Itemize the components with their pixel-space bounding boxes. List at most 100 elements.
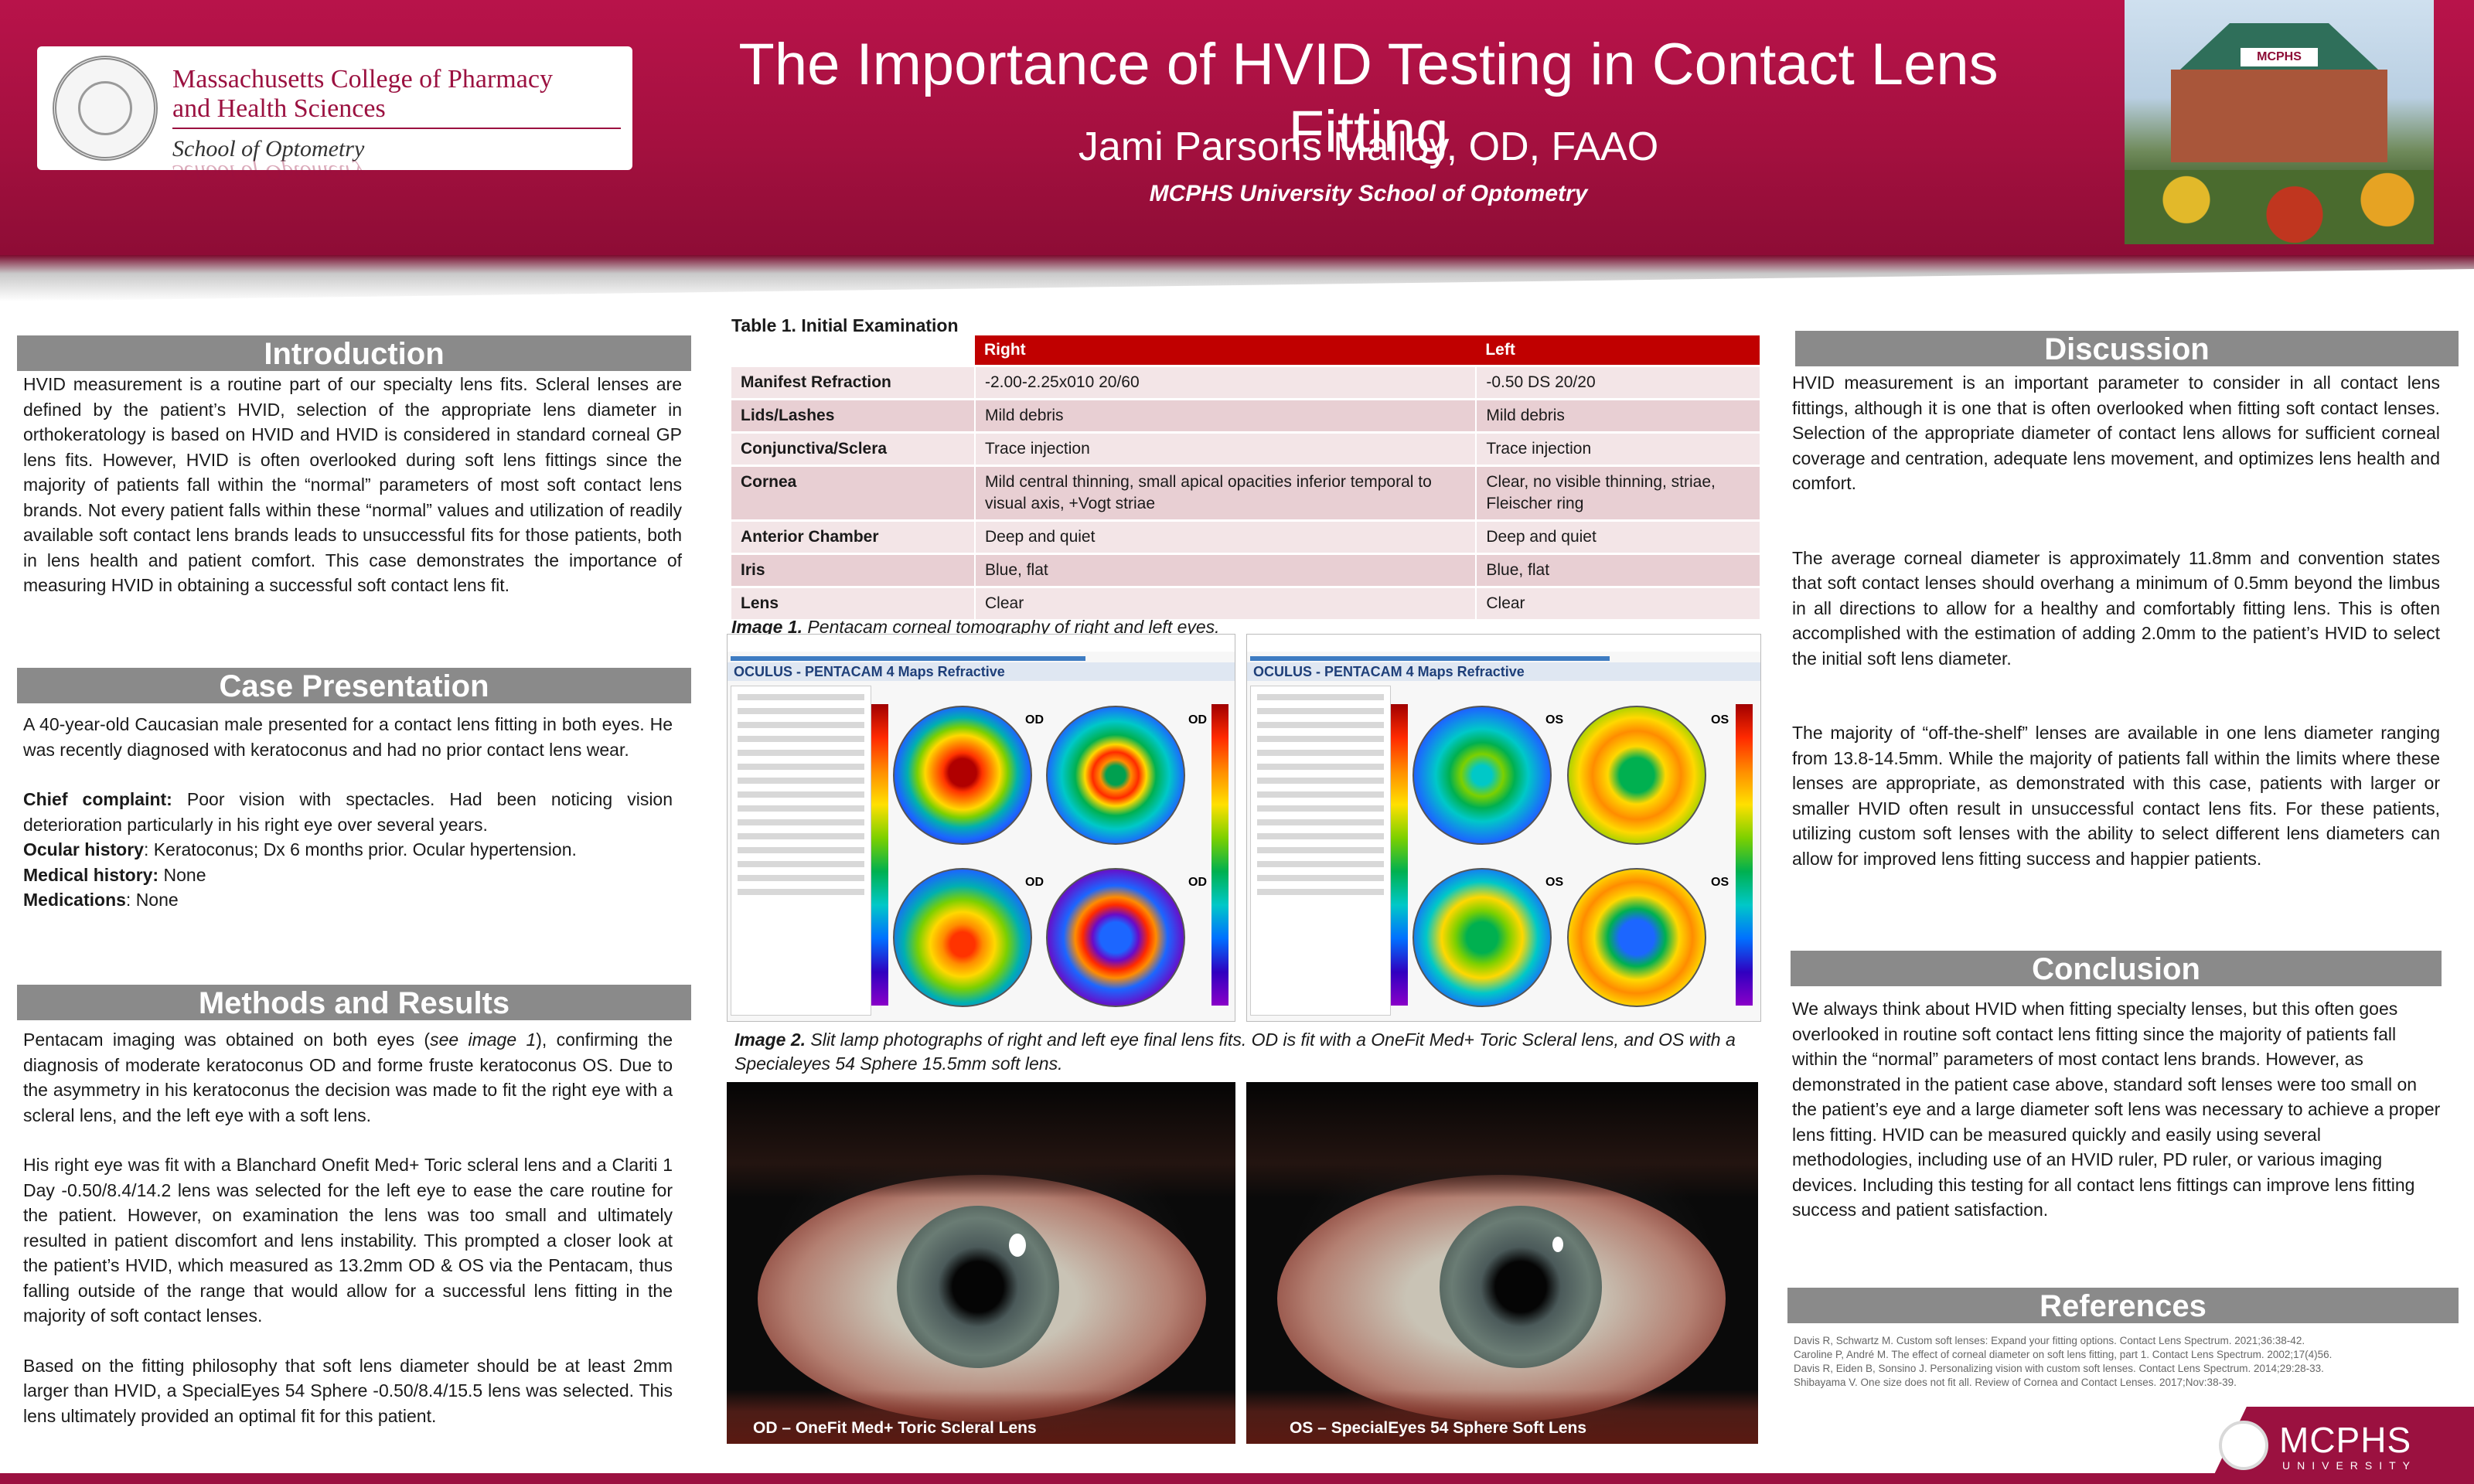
table-cell: Cornea [731,465,975,521]
discussion-paragraph-3: The majority of “off-the-shelf” lenses a… [1792,723,2440,869]
table-cell: Mild central thinning, small apical opac… [973,465,1477,521]
os-lower-lid [1246,1390,1758,1444]
pentacam-od-scale-right [1211,704,1228,1006]
pentacam-od-label: OD [1188,713,1207,727]
medical-history-label: Medical history: [23,864,159,885]
table-cell: Deep and quiet [973,519,1477,554]
image1-caption: Image 1. Pentacam corneal tomography of … [731,615,1319,639]
pentacam-od-label: OD [1188,876,1207,889]
pentacam-od-elevation-back-map [1046,868,1185,1007]
methods-paragraph-1: Pentacam imaging was obtained on both ey… [23,1027,673,1128]
pentacam-os-elevation-front-map [1567,706,1706,845]
footer-university-name: MCPHS [2279,1420,2412,1460]
college-seal-icon [53,56,158,161]
table-cell: Trace injection [1475,431,1760,466]
os-iris [1440,1206,1602,1368]
author-name: Jami Parsons Malloy, OD, FAAO [1078,124,1659,169]
table-row: Iris Blue, flat Blue, flat [731,553,1760,587]
pentacam-os-scale-left [1391,704,1408,1006]
methods-paragraph-2: His right eye was fit with a Blanchard O… [23,1155,673,1326]
pentacam-od-label: OD [1025,713,1044,727]
slit-lamp-photo-od: OD – OneFit Med+ Toric Scleral Lens [727,1082,1235,1444]
os-upper-lid [1246,1082,1758,1198]
reference-item: Davis R, Schwartz M. Custom soft lenses:… [1794,1335,2305,1346]
table-row: Manifest Refraction -2.00-2.25x010 20/60… [731,365,1760,400]
logo-divider [172,128,621,129]
table-row: Lids/Lashes Mild debris Mild debris [731,398,1760,433]
table-cell: Conjunctiva/Sclera [731,431,975,466]
table-cell: Mild debris [1475,398,1760,433]
medical-history-text: None [158,864,206,885]
case-heading: Case Presentation [17,668,691,703]
case-intro: A 40-year-old Caucasian male presented f… [23,714,673,760]
medications: Medications: None [23,887,673,913]
pentacam-od-label: OD [1025,876,1044,889]
pentacam-os-thickness-map [1412,868,1552,1007]
pentacam-os-header-text: OCULUS - PENTACAM 4 Maps Refractive [1253,664,1525,679]
chief-complaint: Chief complaint: Poor vision with specta… [23,787,673,837]
chief-complaint-text: Poor vision with spectacles. Had been no… [23,789,673,835]
ocular-history-label: Ocular history [23,839,144,859]
od-light-reflex [1009,1234,1026,1257]
table-cell: Manifest Refraction [731,365,975,400]
campus-building-photo: MCPHS [2125,0,2434,244]
table-cell: Blue, flat [973,553,1477,587]
table-row: Anterior Chamber Deep and quiet Deep and… [731,519,1760,554]
chief-complaint-label: Chief complaint: [23,789,172,809]
pentacam-os-label: OS [1711,713,1729,727]
discussion-heading: Discussion [1795,331,2459,366]
slit-lamp-photo-os: OS – SpecialEyes 54 Sphere Soft Lens [1246,1082,1758,1444]
header-swoosh [0,255,2474,301]
pentacam-od-scale-left [871,704,888,1006]
introduction-heading: Introduction [17,335,691,371]
methods-paragraph-3: Based on the fitting philosophy that sof… [23,1355,673,1426]
image1-caption-text: Pentacam corneal tomography of right and… [803,617,1220,637]
reference-item: Davis R, Eiden B, Sonsino J. Personalizi… [1794,1363,2324,1374]
image2-caption-text: Slit lamp photographs of right and left … [734,1030,1736,1074]
pentacam-od-elevation-front-map [1046,706,1185,845]
logo-reflection: School of Optometry [172,160,365,186]
table-caption: Table 1. Initial Examination [731,315,959,335]
university-seal-icon [2219,1421,2268,1470]
od-lower-lid [727,1390,1235,1444]
pentacam-os-scale-right [1736,704,1753,1006]
college-logo: Massachusetts College of Pharmacy and He… [37,46,632,170]
pentacam-od-axial-map [893,706,1032,845]
pentacam-od-thickness-map [893,868,1032,1007]
ocular-history-text: : Keratoconus; Dx 6 months prior. Ocular… [143,839,577,859]
pentacam-os-label: OS [1711,876,1729,889]
introduction-text: HVID measurement is a routine part of ou… [23,374,682,595]
case-text: A 40-year-old Caucasian male presented f… [23,712,673,913]
footer-university-sub: UNIVERSITY [2282,1459,2418,1472]
pentacam-os-label: OS [1545,876,1564,889]
table-cell: Deep and quiet [1475,519,1760,554]
table-cell: Anterior Chamber [731,519,975,554]
table-cell: Mild debris [973,398,1477,433]
image1-caption-label: Image 1. [731,617,803,637]
pentacam-os-label: OS [1545,713,1564,727]
discussion-paragraph-1: HVID measurement is an important paramet… [1792,373,2440,493]
ocular-history: Ocular history: Keratoconus; Dx 6 months… [23,837,673,863]
pentacam-os-topbar [1247,635,1760,652]
table-cell: Clear, no visible thinning, striae, Flei… [1475,465,1760,521]
pentacam-os-header: OCULUS - PENTACAM 4 Maps Refractive [1247,662,1760,681]
medications-label: Medications [23,890,126,910]
logo-line-2: and Health Sciences [172,94,386,123]
methods-p1-b: ), confirming the diagnosis of moderate … [23,1030,673,1125]
od-photo-label: OD – OneFit Med+ Toric Scleral Lens [753,1419,1037,1437]
conclusion-text: We always think about HVID when fitting … [1792,999,2441,1220]
methods-p1-a: Pentacam imaging was obtained on both ey… [23,1030,431,1050]
table-header-cell [731,335,975,366]
table-cell: Clear [973,586,1477,619]
table-row: Cornea Mild central thinning, small apic… [731,465,1760,521]
logo-title: Massachusetts College of Pharmacy and He… [172,65,629,124]
table-cell: Blue, flat [1475,553,1760,587]
initial-exam-table: Right Left Manifest Refraction -2.00-2.2… [731,335,1760,619]
table-cell: Trace injection [973,431,1477,466]
table-header-cell: Right [975,335,1477,366]
table-row: Conjunctiva/Sclera Trace injection Trace… [731,431,1760,466]
table-cell: Lens [731,586,975,619]
building-sign: MCPHS [2241,48,2318,66]
building-body [2171,70,2387,162]
methods-heading: Methods and Results [17,985,691,1020]
